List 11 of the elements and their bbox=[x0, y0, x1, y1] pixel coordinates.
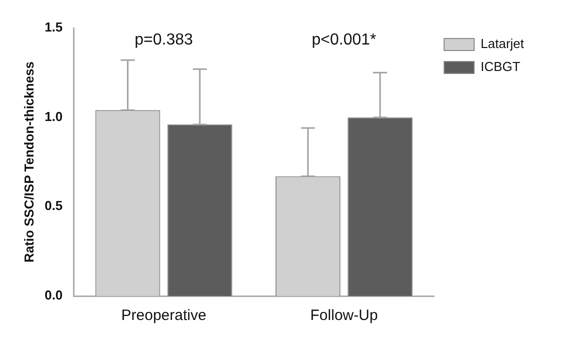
x-tick-label: Preoperative bbox=[121, 307, 206, 324]
legend-label: ICBGT bbox=[480, 59, 520, 74]
y-axis-title: Ratio SSC/ISP Tendon-thickness bbox=[21, 61, 36, 263]
y-tick-label: 0.0 bbox=[44, 288, 63, 303]
annotation: p=0.383 bbox=[134, 31, 194, 48]
y-tick-label: 1.0 bbox=[44, 108, 63, 124]
y-tick-label: 0.5 bbox=[44, 198, 63, 214]
annotation: p<0.001* bbox=[312, 31, 376, 48]
x-tick-label: Follow-Up bbox=[310, 307, 378, 324]
y-tick-label: 1.5 bbox=[44, 20, 63, 35]
legend-label: Latarjet bbox=[480, 36, 524, 52]
